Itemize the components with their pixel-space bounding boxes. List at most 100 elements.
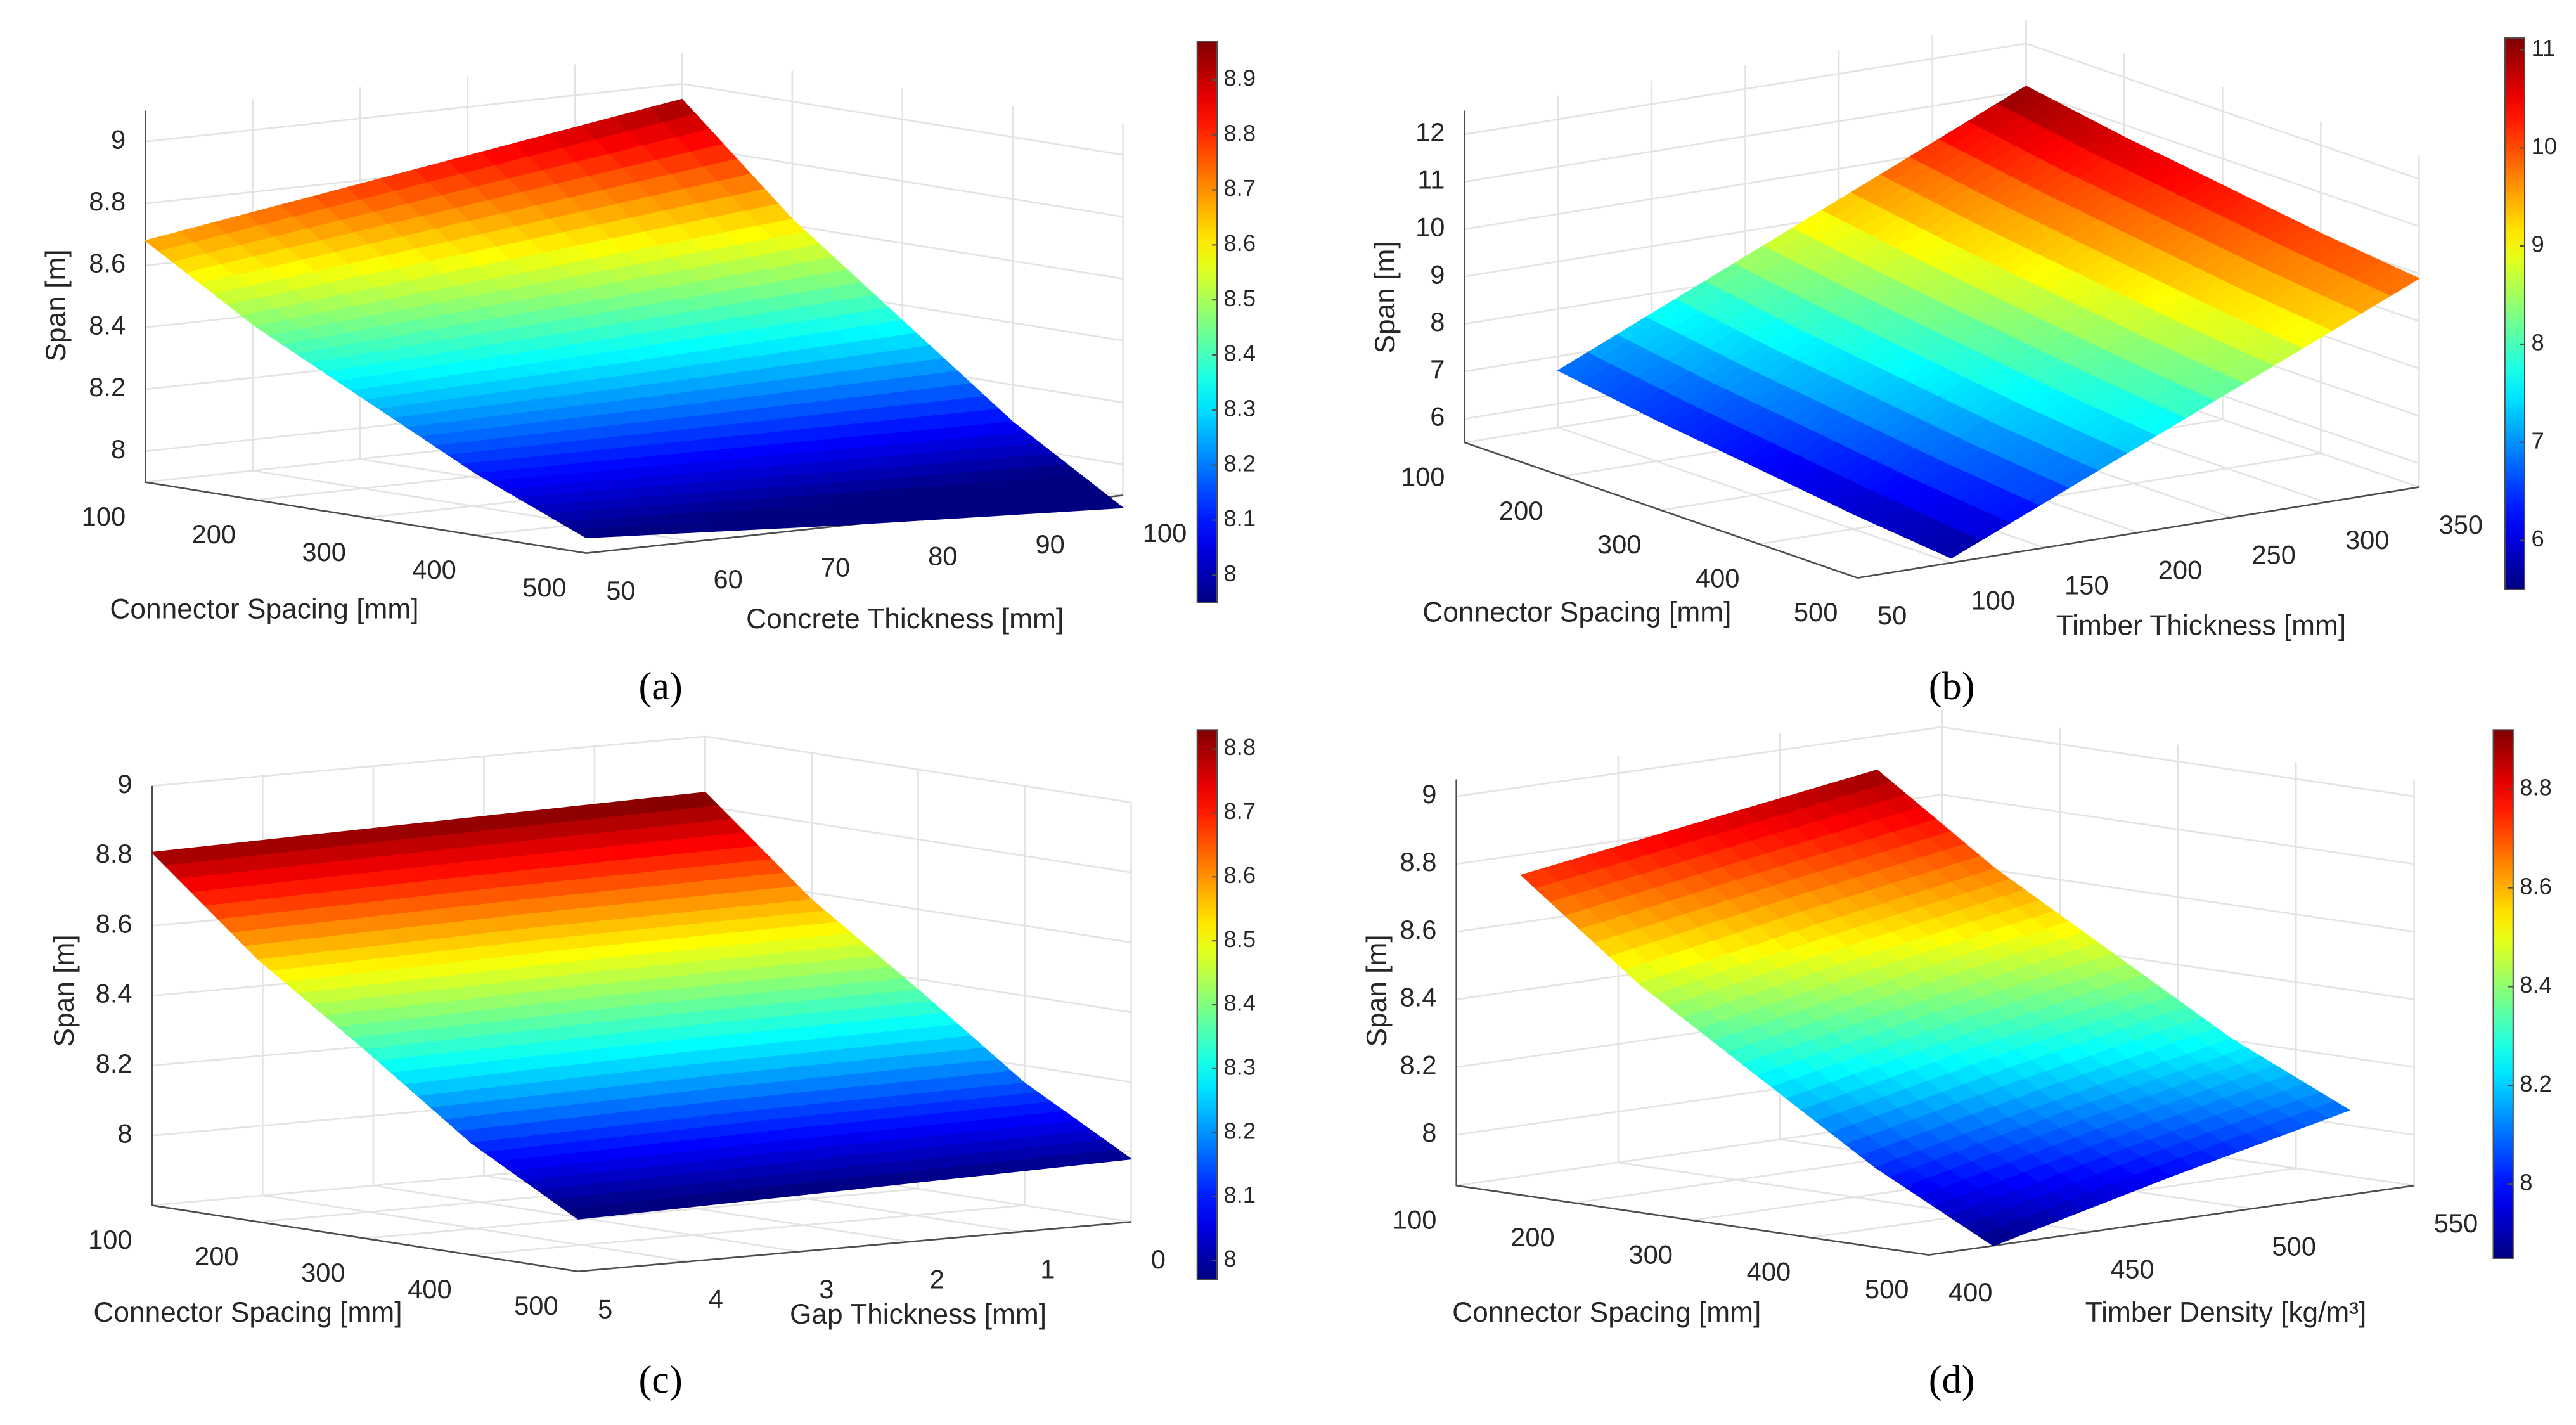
y-tick-label: 350 bbox=[2439, 510, 2483, 539]
surface-patch bbox=[570, 527, 622, 539]
axis-line bbox=[1464, 110, 2419, 579]
z-tick-label: 9 bbox=[117, 769, 132, 799]
surface-plot: 100 200 300 400 500 50 100 150 200 250 300 350 6 7 8 9 1… bbox=[1370, 20, 2557, 708]
y-tick-label: 80 bbox=[928, 541, 957, 571]
colorbar-tick-label: 11 bbox=[2531, 35, 2555, 61]
x-tick-label: 400 bbox=[1747, 1257, 1791, 1287]
x-tick-label: 500 bbox=[1865, 1274, 1909, 1304]
x-tick-label: 400 bbox=[408, 1274, 452, 1304]
colorbar-tick-label: 8.6 bbox=[2520, 873, 2552, 899]
surface-plot: 100 200 300 400 500 50 60 70 80 90 100 8 8.2 8.4 8.6 8.… bbox=[41, 41, 1256, 708]
colorbar-tick-label: 8.8 bbox=[1223, 120, 1256, 146]
z-tick-label: 8.6 bbox=[1400, 915, 1437, 945]
colorbar-tick-label: 8.3 bbox=[1223, 1054, 1256, 1080]
y-tick-label: 200 bbox=[2158, 555, 2203, 585]
z-tick-label: 8.8 bbox=[89, 186, 126, 216]
surface-plot: 100 200 300 400 500 400 450 500 550 8 8.2 8.4 8.6 8.8… bbox=[1362, 710, 2552, 1402]
z-tick-label: 9 bbox=[1430, 259, 1445, 289]
z-tick-label: 8.8 bbox=[96, 839, 132, 868]
colorbar bbox=[2504, 37, 2526, 590]
colorbar-tick-label: 8.4 bbox=[2520, 972, 2552, 998]
y-tick-label: 550 bbox=[2434, 1208, 2478, 1238]
z-tick-label: 8.4 bbox=[1400, 983, 1437, 1012]
panel-label: (d) bbox=[1929, 1357, 1975, 1402]
x-tick-label: 300 bbox=[301, 1258, 345, 1287]
z-tick-label: 8 bbox=[117, 1118, 132, 1148]
y-tick-label: 50 bbox=[606, 576, 635, 605]
colorbar-tick-label: 8 bbox=[2531, 330, 2544, 356]
y-tick-label: 4 bbox=[709, 1284, 723, 1314]
z-tick-label: 12 bbox=[1415, 117, 1445, 147]
panel-label: (c) bbox=[638, 1357, 682, 1402]
z-tick-label: 9 bbox=[111, 124, 126, 154]
y-tick-label: 90 bbox=[1035, 529, 1064, 559]
x-tick-label: 400 bbox=[1696, 564, 1740, 593]
z-tick-label: 8.2 bbox=[89, 372, 126, 402]
colorbar-tick-label: 8.7 bbox=[1223, 175, 1256, 201]
y-axis-label: Concrete Thickness [mm] bbox=[746, 603, 1064, 635]
colorbar-tick-label: 8.4 bbox=[1223, 990, 1256, 1016]
x-tick-label: 300 bbox=[302, 537, 346, 567]
surface-patch bbox=[1977, 1227, 2017, 1246]
colorbar-tick-label: 8 bbox=[1223, 1246, 1236, 1272]
x-tick-label: 500 bbox=[514, 1291, 558, 1320]
surface-patch bbox=[1938, 534, 1982, 559]
x-tick-label: 300 bbox=[1597, 529, 1642, 559]
y-tick-label: 0 bbox=[1151, 1244, 1166, 1274]
y-tick-label: 100 bbox=[1971, 585, 2016, 615]
colorbar-tick-label: 8.6 bbox=[1223, 230, 1256, 256]
axis-line bbox=[1455, 779, 2414, 1256]
z-tick-label: 6 bbox=[1430, 402, 1445, 432]
colorbar-tick-label: 8 bbox=[1223, 560, 1236, 586]
x-tick-label: 300 bbox=[1628, 1239, 1673, 1269]
y-axis-label: Gap Thickness [mm] bbox=[790, 1299, 1046, 1330]
colorbar-tick-label: 6 bbox=[2531, 526, 2544, 551]
colorbar-tick-label: 8.2 bbox=[1223, 450, 1256, 476]
y-tick-label: 5 bbox=[598, 1294, 612, 1324]
y-tick-label: 250 bbox=[2251, 540, 2296, 570]
colorbar-tick-label: 8.8 bbox=[1223, 734, 1256, 760]
z-axis-label: Span [m] bbox=[1370, 241, 1401, 353]
z-tick-label: 8.6 bbox=[96, 908, 132, 938]
y-axis-label: Timber Density [kg/m³] bbox=[2085, 1297, 2367, 1328]
x-tick-label: 500 bbox=[1794, 597, 1838, 627]
y-tick-label: 50 bbox=[1877, 600, 1907, 630]
colorbar-tick-label: 7 bbox=[2531, 427, 2544, 453]
x-tick-label: 100 bbox=[1401, 461, 1445, 491]
y-axis-label: Timber Thickness [mm] bbox=[2056, 610, 2346, 642]
colorbar-tick-label: 9 bbox=[2531, 231, 2544, 257]
z-tick-label: 8.4 bbox=[96, 979, 132, 1009]
z-tick-label: 8 bbox=[111, 434, 126, 464]
z-tick-label: 8 bbox=[1430, 307, 1445, 337]
x-tick-label: 200 bbox=[1499, 496, 1543, 526]
colorbar-tick-label: 8.5 bbox=[1223, 926, 1256, 952]
z-tick-label: 11 bbox=[1417, 165, 1445, 195]
colorbar-tick-label: 8.4 bbox=[1223, 340, 1256, 366]
axis-line bbox=[151, 785, 1131, 1273]
x-tick-label: 100 bbox=[1393, 1205, 1437, 1235]
y-tick-label: 60 bbox=[714, 564, 743, 594]
colorbar bbox=[2492, 729, 2514, 1259]
x-axis-label: Connector Spacing [mm] bbox=[110, 594, 418, 625]
y-tick-label: 3 bbox=[819, 1274, 834, 1304]
z-tick-label: 8.2 bbox=[1400, 1050, 1437, 1080]
colorbar-tick-label: 8 bbox=[2520, 1170, 2532, 1196]
z-tick-label: 8.6 bbox=[89, 248, 126, 278]
x-tick-label: 100 bbox=[88, 1225, 132, 1254]
x-tick-label: 100 bbox=[82, 501, 126, 531]
x-tick-label: 500 bbox=[522, 572, 567, 602]
y-tick-label: 1 bbox=[1040, 1254, 1055, 1284]
y-tick-label: 450 bbox=[2110, 1254, 2154, 1284]
x-axis-label: Connector Spacing [mm] bbox=[1452, 1297, 1761, 1328]
colorbar-tick-label: 8.2 bbox=[1223, 1118, 1256, 1144]
colorbar-tick-label: 8.1 bbox=[1223, 505, 1256, 531]
x-tick-label: 200 bbox=[1510, 1222, 1555, 1252]
y-tick-label: 2 bbox=[930, 1264, 944, 1294]
z-tick-label: 10 bbox=[1415, 212, 1445, 242]
colorbar-tick-label: 8.1 bbox=[1223, 1182, 1256, 1208]
z-tick-label: 8.2 bbox=[96, 1048, 132, 1078]
colorbar bbox=[1196, 41, 1218, 603]
surface-patch bbox=[563, 1205, 614, 1220]
